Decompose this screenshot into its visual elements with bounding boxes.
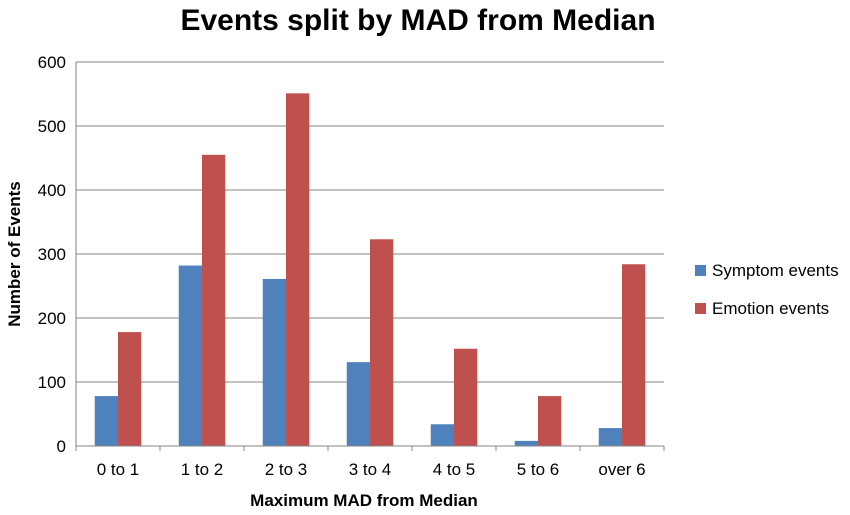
x-tick-label: 5 to 6 [517, 460, 560, 479]
bar-symptom-events [514, 440, 538, 446]
legend: Symptom events Emotion events [695, 261, 839, 318]
x-tick-label: over 6 [598, 460, 645, 479]
bar-symptom-events [346, 362, 370, 446]
bar-symptom-events [598, 428, 622, 446]
x-tick-label: 1 to 2 [181, 460, 224, 479]
x-axis-title: Maximum MAD from Median [250, 491, 478, 510]
x-tick-label: 3 to 4 [349, 460, 392, 479]
y-tick-labels: 0 100 200 300 400 500 600 [38, 53, 66, 456]
y-tick-label: 600 [38, 53, 66, 72]
chart-title: Events split by MAD from Median [180, 4, 655, 37]
y-tick-label: 400 [38, 181, 66, 200]
y-tick-label: 0 [57, 437, 66, 456]
bar-emotion-events [538, 396, 562, 446]
legend-swatch [695, 265, 706, 276]
legend-label: Emotion events [712, 299, 829, 318]
bar-emotion-events [370, 239, 394, 446]
x-tick-label: 0 to 1 [97, 460, 140, 479]
x-tick-label: 4 to 5 [433, 460, 476, 479]
bar-symptom-events [94, 396, 118, 446]
bar-symptom-events [262, 278, 286, 446]
legend-label: Symptom events [712, 261, 839, 280]
y-tick-label: 100 [38, 373, 66, 392]
bar-emotion-events [286, 93, 310, 447]
y-tick-label: 500 [38, 117, 66, 136]
legend-swatch [695, 303, 706, 314]
x-tick-label: 2 to 3 [265, 460, 308, 479]
bar-emotion-events [454, 348, 478, 446]
bar-symptom-events [430, 424, 454, 446]
bar-symptom-events [178, 265, 202, 446]
y-axis-title: Number of Events [5, 181, 24, 326]
axes [75, 62, 664, 447]
bar-emotion-events [202, 154, 226, 447]
y-tick-label: 300 [38, 245, 66, 264]
bar-emotion-events [622, 264, 646, 446]
x-tick-labels: 0 to 1 1 to 2 2 to 3 3 to 4 4 to 5 5 to 6 over… [75, 446, 665, 479]
bar-emotion-events [118, 332, 142, 446]
bars [94, 93, 646, 447]
y-tick-label: 200 [38, 309, 66, 328]
